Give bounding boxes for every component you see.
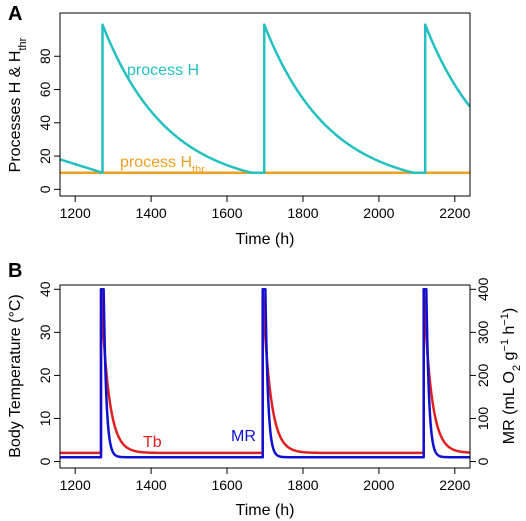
x-tick-label: 1800 <box>287 477 318 493</box>
x-tick-label: 2000 <box>363 205 394 221</box>
series-label-process-h: process H <box>127 62 199 79</box>
y-tick-label: 400 <box>475 277 491 301</box>
y-tick-label: 200 <box>475 364 491 388</box>
x-tick-label: 1200 <box>60 205 91 221</box>
x-tick-label: 1400 <box>136 205 167 221</box>
series-label-tb: Tb <box>143 434 162 451</box>
panel-a-y-axis-title: Processes H & Hthr <box>7 37 29 172</box>
panel-b-letter: B <box>8 260 22 282</box>
panel-a-letter: A <box>8 3 22 25</box>
panel-b-right-y-ticks: 0 100 200 300 400 <box>470 277 491 465</box>
y-tick-label: 0 <box>37 185 53 193</box>
y-tick-label: 10 <box>37 410 53 426</box>
y-tick-label: 100 <box>475 407 491 431</box>
x-tick-label: 2200 <box>439 205 470 221</box>
y-tick-label: 40 <box>37 281 53 297</box>
series-label-process-hthr: process Hthr <box>120 154 205 176</box>
y-tick-label: 300 <box>475 320 491 344</box>
panel-b-plot-frame <box>59 284 471 469</box>
panel-a-x-ticks: 1200 1400 1600 1800 2000 2200 <box>60 196 471 221</box>
y-tick-label: 0 <box>37 457 53 465</box>
panel-b: B 1200 1400 1600 1800 2000 2200 0 10 20 30 40 0 10… <box>7 260 523 519</box>
panel-b-right-y-axis-title: MR (mL O2 g−1 h−1) <box>499 308 523 444</box>
x-tick-label: 1400 <box>136 477 167 493</box>
series-line-mr <box>60 288 472 459</box>
y-tick-label: 40 <box>37 115 53 131</box>
x-tick-label: 1600 <box>211 477 242 493</box>
panel-b-series <box>60 288 472 459</box>
series-line-process-h <box>59 23 471 174</box>
panel-a-x-axis-title: Time (h) <box>236 231 295 248</box>
y-tick-label: 30 <box>37 324 53 340</box>
series-line-tb <box>60 288 471 455</box>
panel-a-plot-frame <box>59 12 471 197</box>
y-tick-label: 20 <box>37 148 53 164</box>
panel-a: A 1200 1400 1600 1800 2000 2200 0 20 40 60 80 Tim… <box>7 3 471 248</box>
panel-a-y-ticks: 0 20 40 60 80 <box>37 48 60 193</box>
y-tick-label: 60 <box>37 82 53 98</box>
x-tick-label: 2000 <box>363 477 394 493</box>
x-tick-label: 1200 <box>60 477 91 493</box>
y-tick-label: 0 <box>475 457 491 465</box>
panel-b-x-axis-title: Time (h) <box>236 502 295 519</box>
x-tick-label: 2200 <box>439 477 470 493</box>
y-tick-label: 80 <box>37 48 53 64</box>
panel-b-left-y-ticks: 0 10 20 30 40 <box>37 281 60 465</box>
x-tick-label: 1600 <box>211 205 242 221</box>
x-tick-label: 1800 <box>287 205 318 221</box>
series-label-mr: MR <box>231 428 256 445</box>
panel-a-series <box>59 23 471 174</box>
panel-b-left-y-axis-title: Body Temperature (°C) <box>7 294 24 458</box>
panel-b-x-ticks: 1200 1400 1600 1800 2000 2200 <box>60 468 471 493</box>
y-tick-label: 20 <box>37 367 53 383</box>
